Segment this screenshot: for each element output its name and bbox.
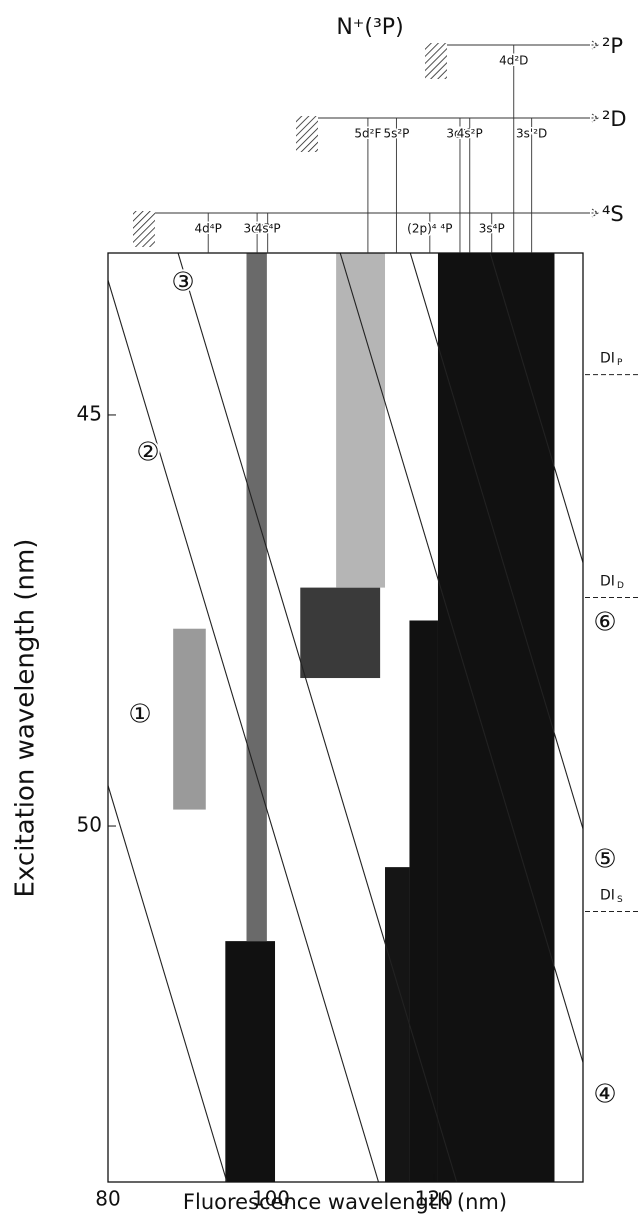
x-axis-label: Fluorescence wavelength (nm) <box>183 1190 507 1214</box>
intensity-region <box>300 587 381 679</box>
transition-label: 3d⁴P <box>243 222 270 236</box>
threshold-label: DI <box>600 351 615 367</box>
intensity-region <box>246 253 267 942</box>
threshold-hatch <box>425 43 447 79</box>
kinematic-line <box>108 783 228 1182</box>
threshold-sub: D <box>617 581 624 591</box>
y-tick-label: 45 <box>77 401 102 425</box>
transition-label: 5d²F <box>354 127 381 141</box>
x-tick-label: 120 <box>415 1187 453 1211</box>
level-arrow <box>588 40 599 50</box>
kinematic-line <box>339 253 583 1065</box>
transition-label: 3d²P <box>446 127 473 141</box>
transition-label: (2p)⁴ ⁴P <box>407 222 452 236</box>
kinematic-line <box>177 253 458 1182</box>
kinematic-line <box>108 278 380 1182</box>
transition-label: 3s'²D <box>516 127 547 141</box>
transition-label: 5s²P <box>383 127 409 141</box>
transition-label: 4d⁴P <box>195 222 222 236</box>
intensity-region <box>437 253 555 1182</box>
line-number: ④ <box>593 1080 616 1110</box>
plot-frame <box>107 252 584 1183</box>
threshold-sub: P <box>617 358 623 368</box>
y-tick-label: 50 <box>77 813 102 837</box>
intensity-region <box>173 628 206 810</box>
threshold-sub: S <box>617 895 623 905</box>
intensity-region <box>385 867 410 1182</box>
line-number: ⑥ <box>593 608 616 638</box>
intensity-region <box>225 941 276 1182</box>
plot-area <box>108 253 583 1182</box>
kinematic-line <box>409 253 583 831</box>
line-number: ③ <box>171 268 194 298</box>
intensity-region <box>336 253 386 588</box>
level-label: ⁴S <box>602 202 624 226</box>
kinematic-line <box>489 253 583 565</box>
header-label: N⁺(³P) <box>336 15 403 40</box>
transition-label: 4s⁴P <box>255 222 281 236</box>
threshold-label: DI <box>600 888 615 904</box>
threshold-hatch <box>296 116 318 152</box>
level-arrow <box>588 208 599 218</box>
level-label: ²D <box>602 107 627 131</box>
transition-label: 3s⁴P <box>479 222 505 236</box>
line-number: ② <box>136 438 159 468</box>
intensity-region <box>409 620 438 1182</box>
level-label: ²P <box>602 34 623 58</box>
x-tick-label: 80 <box>95 1187 120 1211</box>
threshold-label: DI <box>600 573 615 589</box>
transition-label: 4s²P <box>457 127 483 141</box>
transition-label: 4d²D <box>499 54 528 68</box>
level-arrow <box>588 113 599 123</box>
threshold-hatch <box>133 211 155 247</box>
line-number: ① <box>128 700 151 730</box>
line-number: ⑤ <box>593 845 616 875</box>
x-tick-label: 100 <box>252 1187 290 1211</box>
y-axis-label: Excitation wavelength (nm) <box>11 539 41 898</box>
